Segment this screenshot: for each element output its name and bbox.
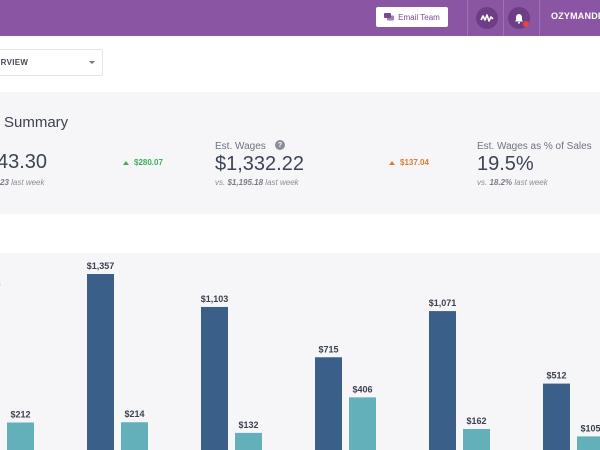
- bar-light: [121, 422, 148, 450]
- bar-chart: 9 $212 $1,357 $214 $1,103 $132 $715 $406 $1,071 $…: [0, 261, 600, 450]
- bar-light: [7, 422, 34, 450]
- chart-panel: 9 $212 $1,357 $214 $1,103 $132 $715 $406 $1,071 $…: [0, 253, 600, 450]
- wages-value: $1,332.22: [215, 153, 304, 175]
- divider: [503, 0, 504, 36]
- bar-dark: [543, 383, 570, 450]
- sales-value: 43.30: [0, 151, 48, 173]
- bar-light: [577, 436, 600, 450]
- email-team-label: Email Team: [398, 12, 440, 22]
- wages-pct-value: 19.5%: [477, 153, 534, 175]
- bar-light-label: $212: [10, 410, 30, 420]
- bar-light-label: $105: [580, 423, 600, 433]
- bar-dark-label: $715: [318, 344, 338, 354]
- wages-pct-compare: vs. 18.2% last week: [477, 178, 548, 187]
- summary-title: Summary: [4, 114, 69, 131]
- activity-button[interactable]: [476, 7, 498, 29]
- bar-dark: [87, 274, 114, 450]
- bar-light-label: $162: [466, 416, 486, 426]
- bar-light-label: $132: [238, 420, 258, 430]
- caret-down-icon: [89, 61, 95, 64]
- bar-dark: [315, 357, 342, 450]
- top-bar: Email Team OZYMANDIA: [0, 0, 600, 36]
- help-icon[interactable]: ?: [275, 140, 285, 150]
- summary-panel: [0, 92, 600, 214]
- bar-light: [463, 428, 490, 450]
- bar-dark-label: 9: [0, 280, 1, 290]
- bar-dark: [201, 306, 228, 450]
- bar-dark: [429, 311, 456, 450]
- notification-badge: [523, 21, 529, 27]
- notifications-button[interactable]: [508, 7, 530, 29]
- bar-dark-label: $1,357: [87, 261, 115, 271]
- chat-icon: [384, 13, 395, 21]
- bar-light-label: $214: [124, 409, 144, 419]
- view-selector-dropdown[interactable]: ERVIEW: [0, 49, 103, 76]
- wages-delta: $137.04: [389, 158, 429, 167]
- bar-light: [349, 397, 376, 450]
- arrow-up-icon: [389, 160, 395, 165]
- divider: [467, 0, 468, 36]
- divider: [539, 0, 540, 36]
- sales-delta: $280.07: [123, 158, 163, 167]
- view-selector-value: ERVIEW: [0, 58, 29, 67]
- bar-dark-label: $1,071: [429, 298, 457, 308]
- activity-icon: [480, 14, 494, 22]
- email-team-button[interactable]: Email Team: [376, 7, 448, 27]
- wages-compare: vs. $1,195.18 last week: [215, 178, 299, 187]
- bar-dark-label: $512: [546, 371, 566, 381]
- sales-compare: 23 last week: [0, 178, 45, 187]
- bar-dark-label: $1,103: [201, 294, 229, 304]
- bell-icon: [515, 13, 523, 24]
- wages-pct-label: Est. Wages as % of Sales: [477, 141, 592, 152]
- user-menu[interactable]: OZYMANDIA: [551, 11, 600, 21]
- bar-light-label: $406: [352, 384, 372, 394]
- arrow-up-icon: [123, 160, 129, 165]
- wages-label: Est. Wages: [215, 141, 266, 152]
- bar-light: [235, 432, 262, 450]
